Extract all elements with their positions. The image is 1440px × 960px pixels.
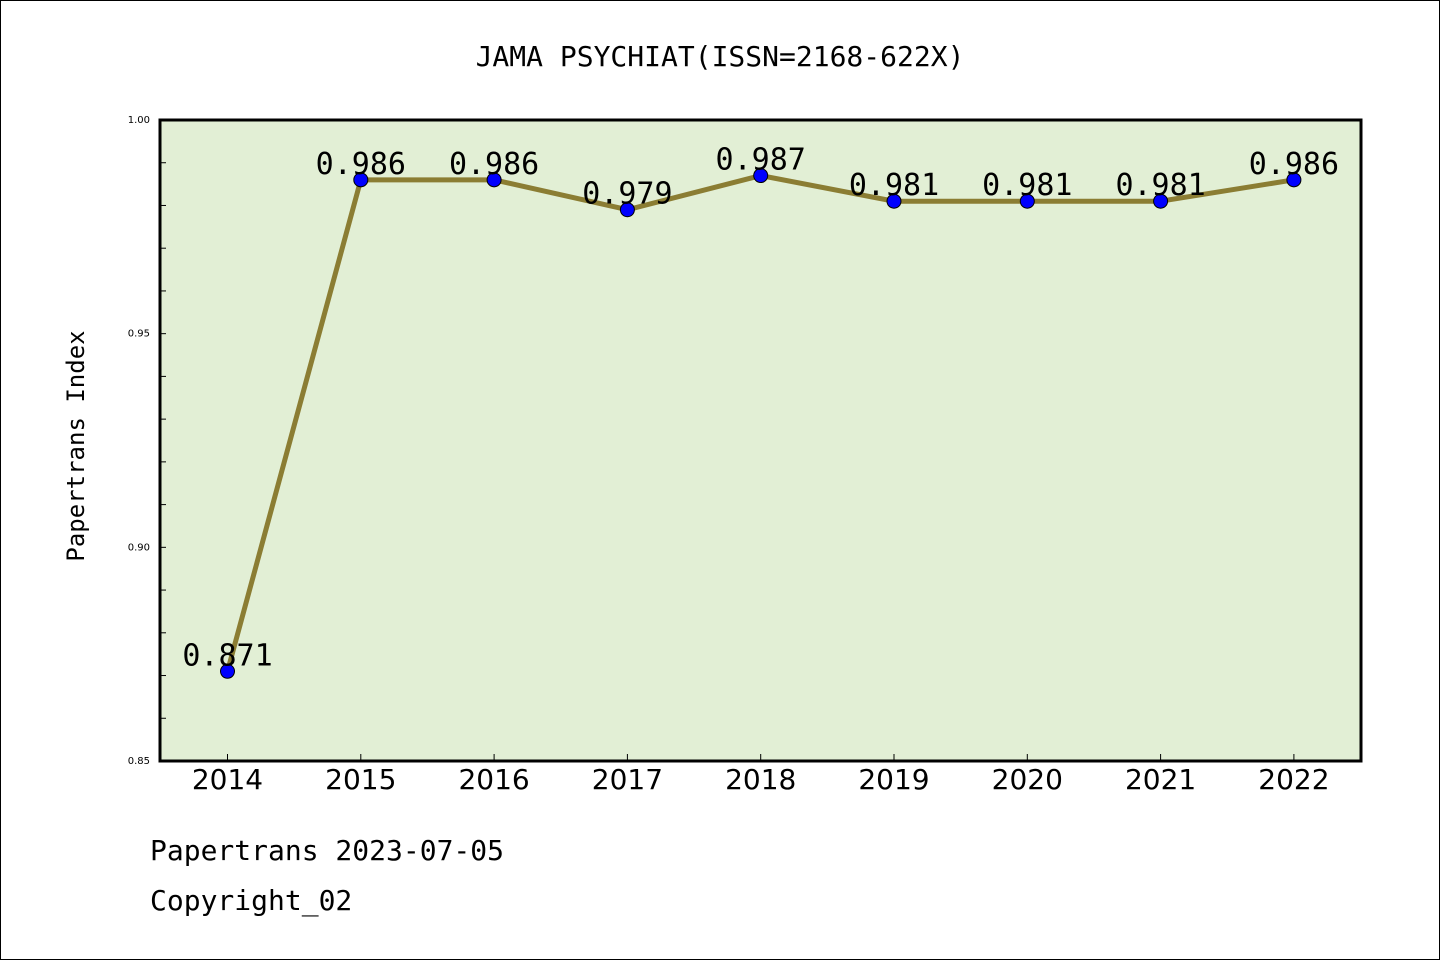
data-point bbox=[1286, 172, 1302, 188]
data-point bbox=[886, 193, 902, 209]
data-point bbox=[1019, 193, 1035, 209]
x-tick-label: 2014 bbox=[192, 763, 263, 796]
x-tick-label: 2018 bbox=[725, 763, 796, 796]
data-label: 0.987 bbox=[716, 143, 806, 178]
data-label: 0.986 bbox=[1249, 147, 1339, 182]
data-point bbox=[619, 202, 635, 218]
chart-title: JAMA PSYCHIAT(ISSN=2168-622X) bbox=[476, 40, 965, 73]
data-label: 0.986 bbox=[316, 147, 406, 182]
x-axis: 2014 2015 2016 2017 2018 2019 2020 2021 2022 bbox=[192, 754, 1330, 796]
x-tick-label: 2015 bbox=[325, 763, 396, 796]
y-tick-label: 0.90 bbox=[128, 542, 150, 553]
x-tick-label: 2019 bbox=[858, 763, 929, 796]
data-label: 0.979 bbox=[582, 177, 672, 212]
data-label: 0.981 bbox=[849, 168, 939, 203]
data-point bbox=[220, 663, 235, 679]
data-point bbox=[1153, 193, 1169, 209]
y-tick-label: 0.95 bbox=[128, 329, 150, 340]
x-tick-label: 2021 bbox=[1125, 763, 1196, 796]
data-point bbox=[753, 168, 769, 184]
data-label: 0.981 bbox=[982, 168, 1072, 203]
data-point bbox=[353, 172, 369, 188]
footer-date: Papertrans 2023-07-05 bbox=[150, 834, 505, 867]
data-label: 0.986 bbox=[449, 147, 539, 182]
x-tick-label: 2022 bbox=[1258, 763, 1329, 796]
footer-copyright: Copyright_02 bbox=[150, 884, 353, 917]
series-group: 0.871 0.986 0.986 0.979 0.987 0.981 0.981 0.981… bbox=[182, 143, 1339, 679]
plot-area bbox=[158, 118, 1363, 763]
y-axis: 0.85 0.90 0.95 1.00 bbox=[128, 115, 166, 767]
data-point bbox=[486, 172, 502, 188]
x-tick-label: 2017 bbox=[592, 763, 663, 796]
x-tick-label: 2020 bbox=[992, 763, 1063, 796]
y-tick-label: 1.00 bbox=[128, 115, 150, 126]
data-label: 0.981 bbox=[1115, 168, 1205, 203]
data-label: 0.871 bbox=[182, 638, 272, 673]
x-tick-label: 2016 bbox=[458, 763, 529, 796]
y-axis-label: Papertrans Index bbox=[62, 330, 90, 561]
y-tick-label: 0.85 bbox=[128, 756, 150, 767]
